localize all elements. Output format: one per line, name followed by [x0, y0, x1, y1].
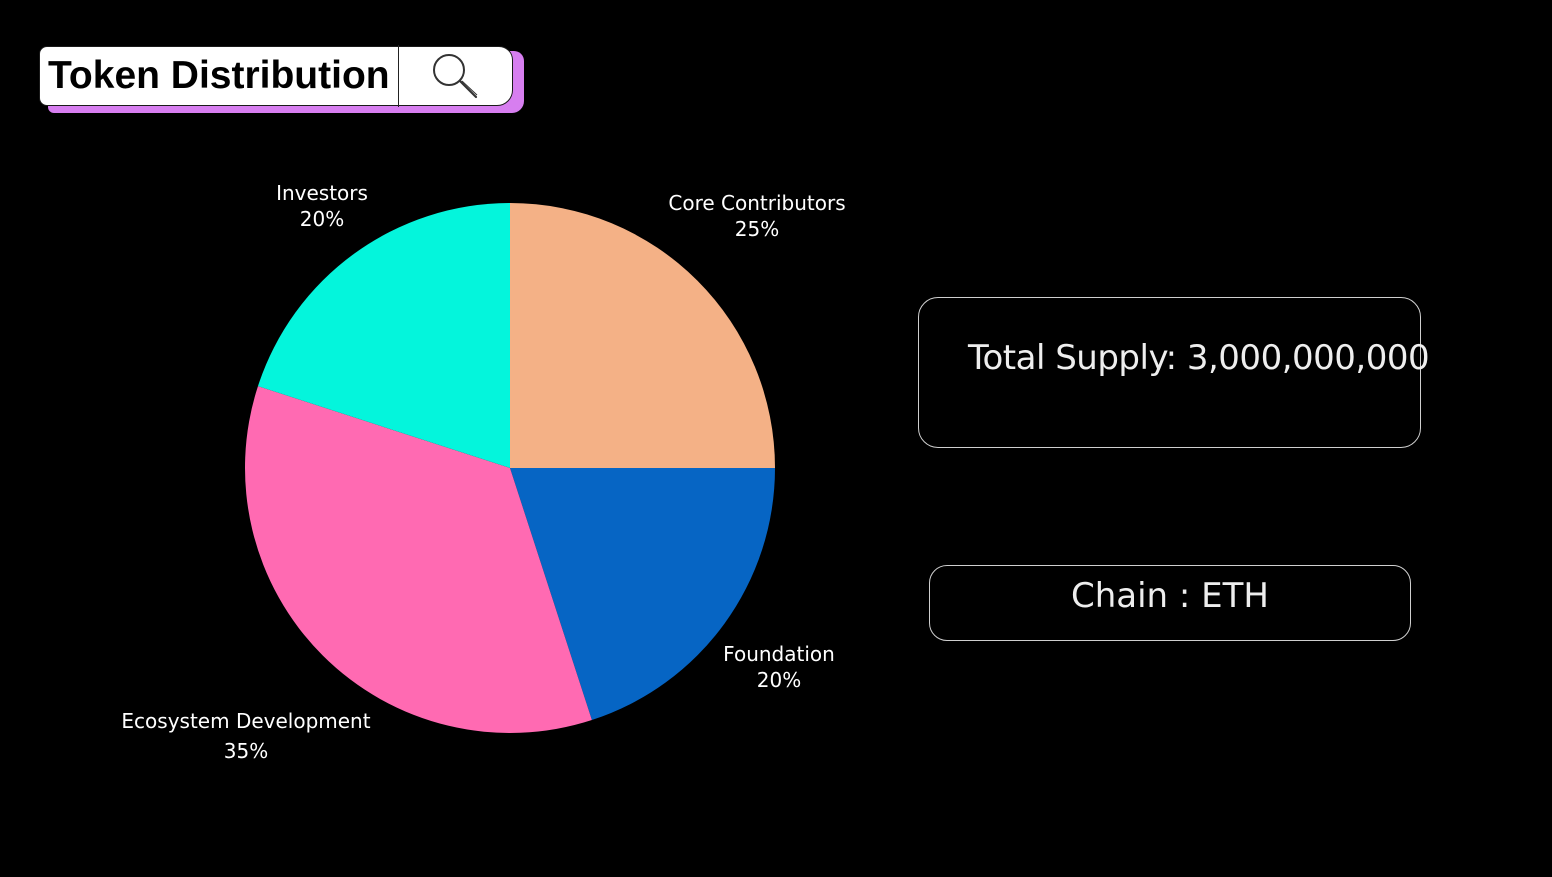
- slice-label-investors: Investors: [276, 181, 368, 205]
- chain-text: Chain : ETH: [1070, 576, 1269, 616]
- total-supply-card: Total Supply: 3,000,000,000: [918, 297, 1430, 448]
- slice-value-ecosystem-development: 35%: [224, 739, 268, 763]
- search-bar[interactable]: Token Distribution: [39, 45, 513, 107]
- search-icon: [432, 54, 477, 99]
- pie-slice-core-contributors: [510, 203, 775, 468]
- pie-slice-ecosystem-development: [245, 386, 592, 733]
- slice-label-ecosystem-development: Ecosystem Development: [121, 709, 370, 733]
- pie-labels: Core Contributors25%Foundation20%Ecosyst…: [121, 181, 845, 763]
- total-supply-text: Total Supply: 3,000,000,000: [968, 338, 1430, 378]
- chain-card: Chain : ETH: [929, 565, 1411, 641]
- slice-label-foundation: Foundation: [723, 642, 835, 666]
- search-button[interactable]: [399, 46, 512, 106]
- slice-label-core-contributors: Core Contributors: [668, 191, 845, 215]
- pie-slices: [245, 203, 775, 733]
- search-divider: [398, 45, 399, 107]
- slice-value-investors: 20%: [300, 207, 344, 231]
- pie-slice-investors: [257, 203, 510, 468]
- page-title: Token Distribution: [48, 54, 390, 97]
- slice-value-core-contributors: 25%: [735, 217, 779, 241]
- pie-slice-foundation: [510, 468, 775, 721]
- header: Token Distribution: [39, 45, 524, 113]
- slice-value-foundation: 20%: [757, 668, 801, 692]
